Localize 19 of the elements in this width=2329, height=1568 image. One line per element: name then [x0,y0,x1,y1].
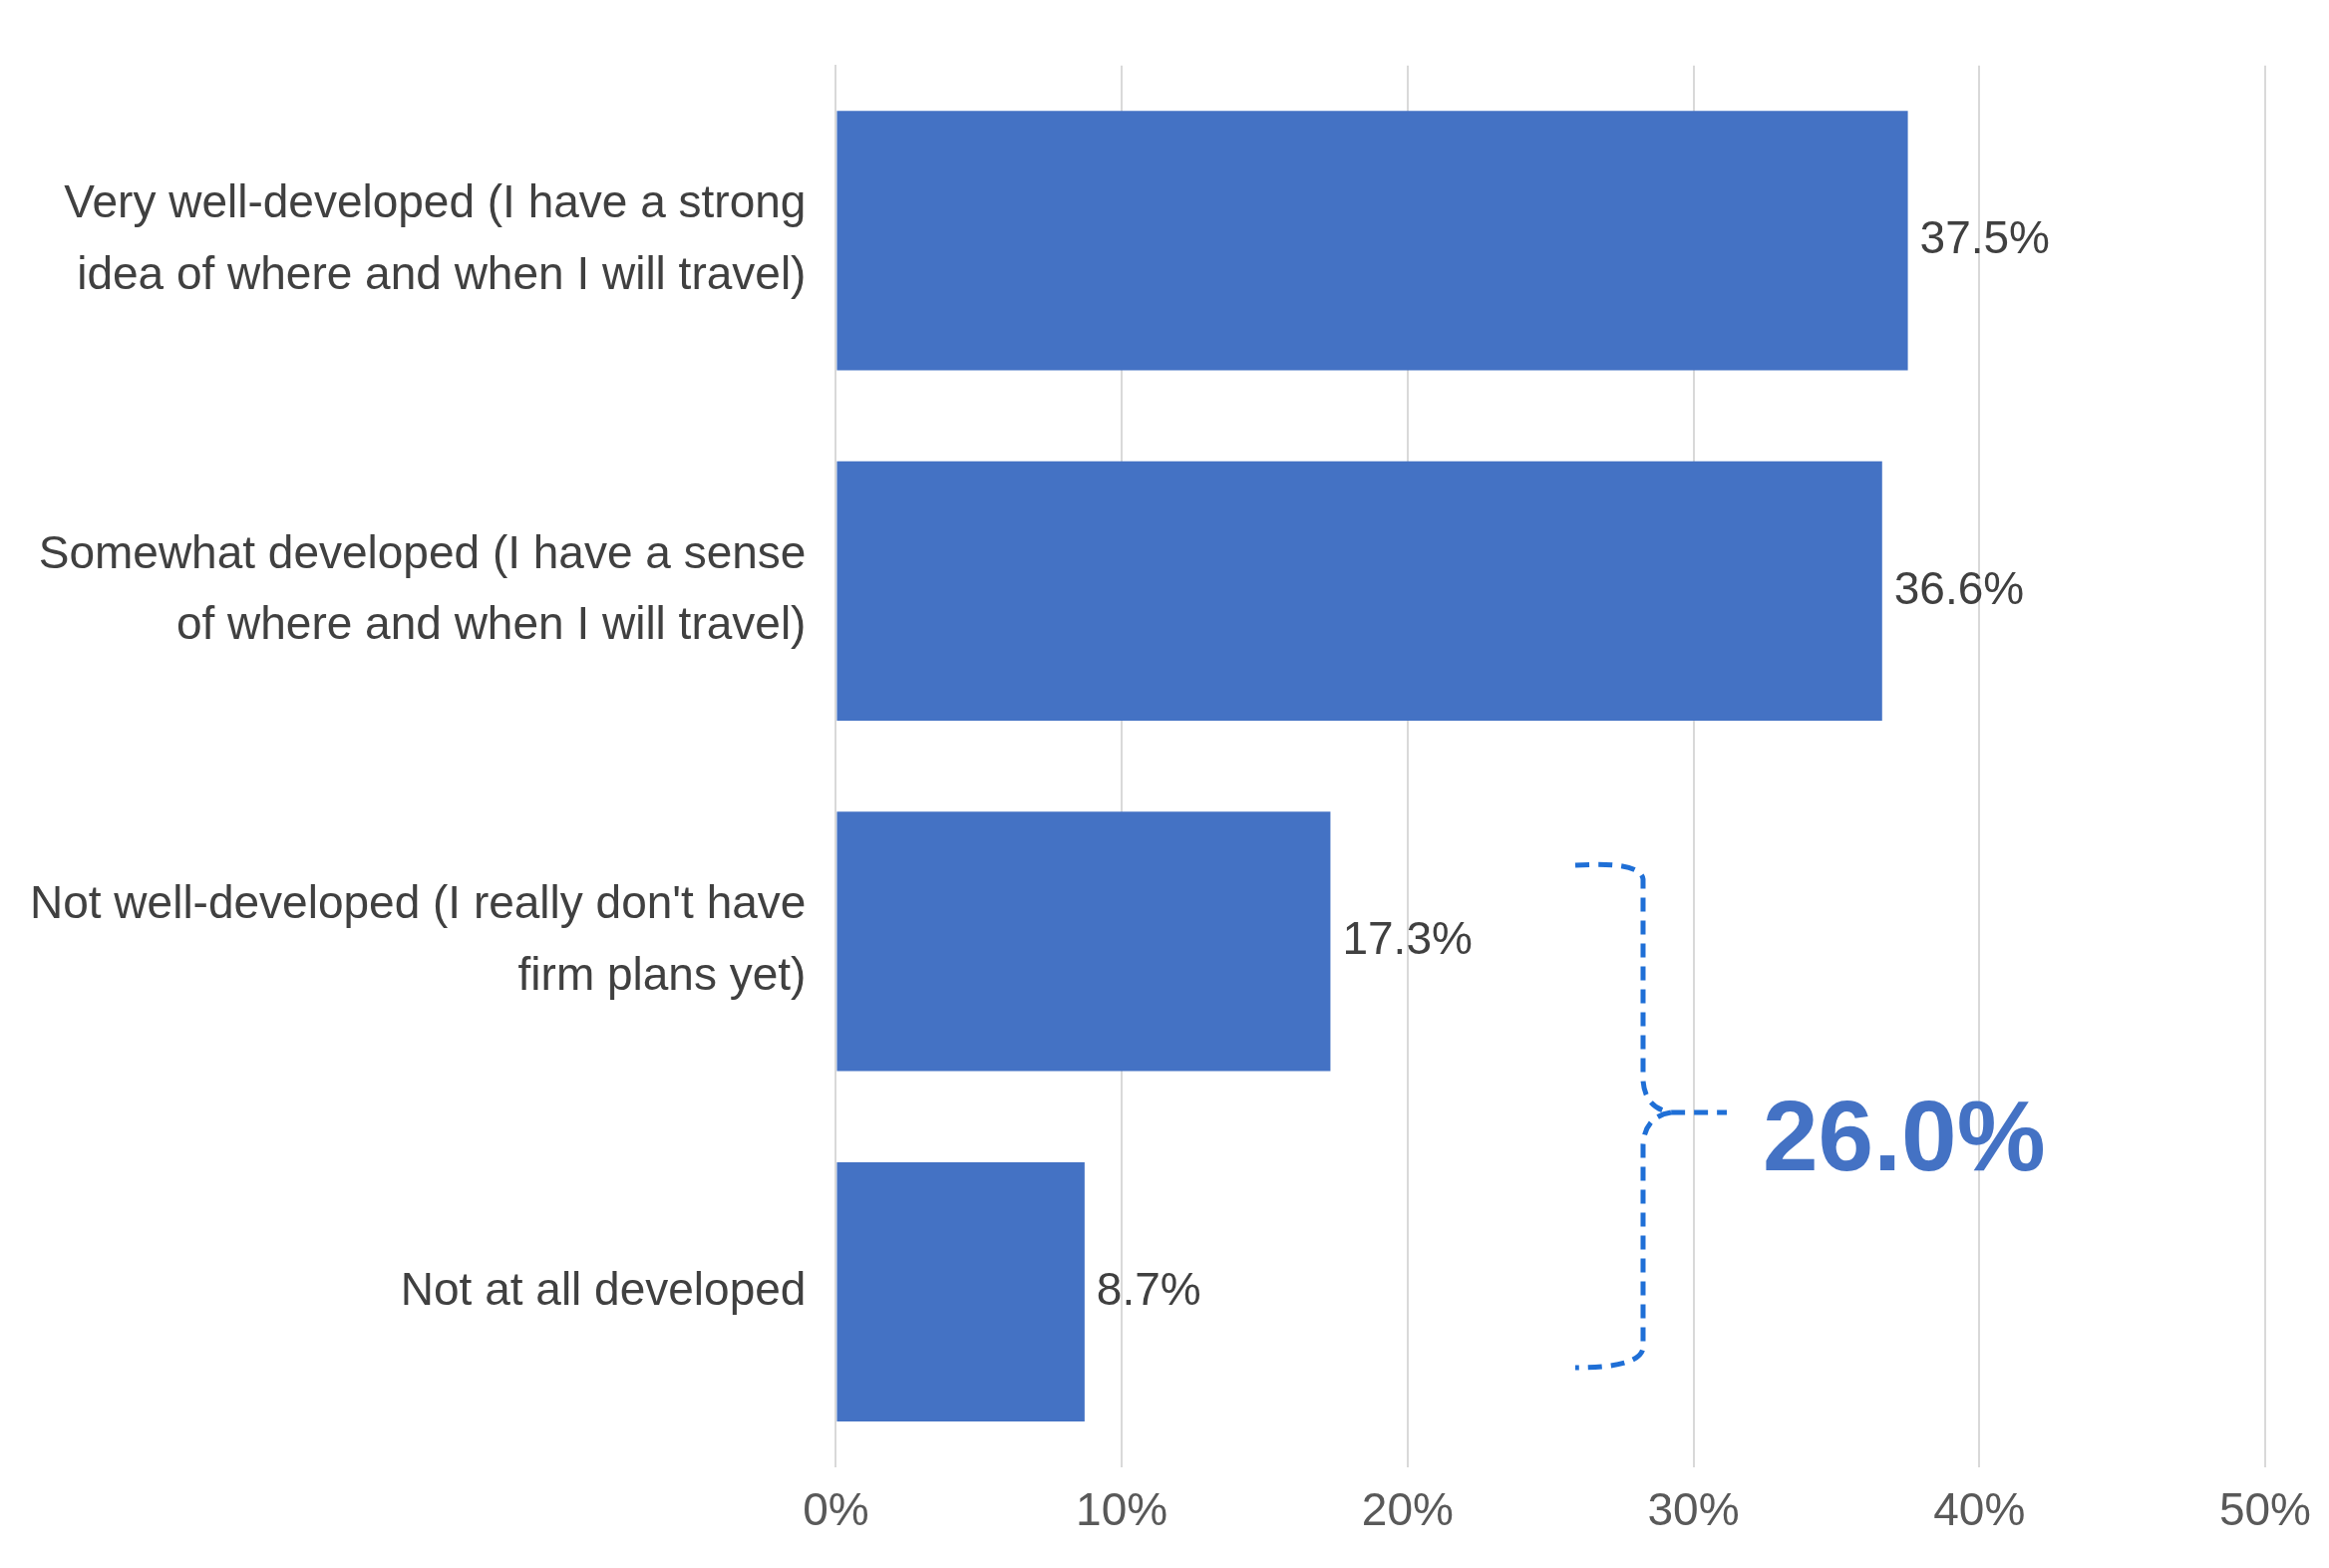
x-tick-label: 40% [1933,1482,2026,1535]
y-tick-label: Somewhat developed (I have a sense of where and when I will travel) [38,525,807,650]
data-label: 17.3% [1342,912,1473,965]
data-label: 8.7% [1096,1262,1201,1315]
x-tick-label: 0% [803,1482,869,1535]
y-tick-label: Very well-developed (I have a strong idea of where and when I will travel) [64,175,807,299]
bar [836,111,1908,371]
x-tick-label: 50% [2218,1482,2312,1535]
bar [836,1161,1085,1421]
data-label: 36.6% [1893,561,2025,614]
bar [836,811,1331,1072]
y-tick-label: Not well-developed (I really don't have firm plans yet) [29,876,807,1000]
y-tick-label: Not at all developed [400,1262,807,1315]
x-tick-label: 30% [1647,1482,1740,1535]
x-tick-label: 20% [1361,1482,1454,1535]
x-tick-label: 10% [1076,1482,1168,1535]
bar [836,461,1882,721]
annotation: 26.0% [1763,1079,2046,1191]
data-label: 37.5% [1919,211,2051,264]
